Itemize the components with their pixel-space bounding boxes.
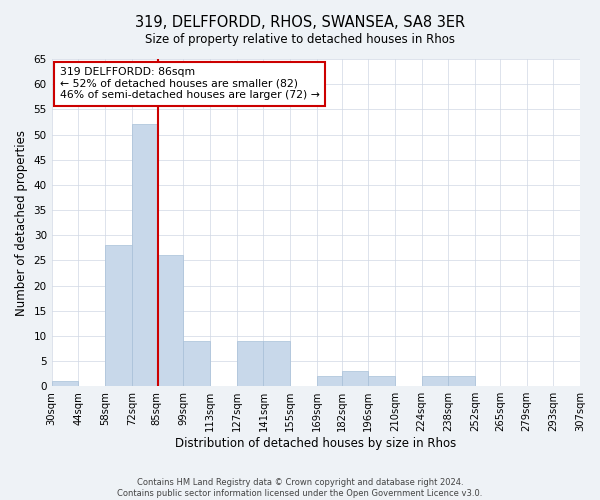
- Y-axis label: Number of detached properties: Number of detached properties: [15, 130, 28, 316]
- Text: Size of property relative to detached houses in Rhos: Size of property relative to detached ho…: [145, 32, 455, 46]
- Bar: [580, 381, 600, 386]
- Text: 319, DELFFORDD, RHOS, SWANSEA, SA8 3ER: 319, DELFFORDD, RHOS, SWANSEA, SA8 3ER: [135, 15, 465, 30]
- X-axis label: Distribution of detached houses by size in Rhos: Distribution of detached houses by size …: [175, 437, 457, 450]
- Bar: [236, 341, 263, 386]
- Text: Contains HM Land Registry data © Crown copyright and database right 2024.
Contai: Contains HM Land Registry data © Crown c…: [118, 478, 482, 498]
- Bar: [368, 376, 395, 386]
- Bar: [317, 376, 341, 386]
- Bar: [183, 341, 210, 386]
- Bar: [422, 376, 448, 386]
- Bar: [448, 376, 475, 386]
- Bar: [341, 371, 368, 386]
- Text: 319 DELFFORDD: 86sqm
← 52% of detached houses are smaller (82)
46% of semi-detac: 319 DELFFORDD: 86sqm ← 52% of detached h…: [59, 67, 319, 100]
- Bar: [52, 381, 79, 386]
- Bar: [105, 246, 132, 386]
- Bar: [132, 124, 157, 386]
- Bar: [263, 341, 290, 386]
- Bar: [157, 256, 183, 386]
